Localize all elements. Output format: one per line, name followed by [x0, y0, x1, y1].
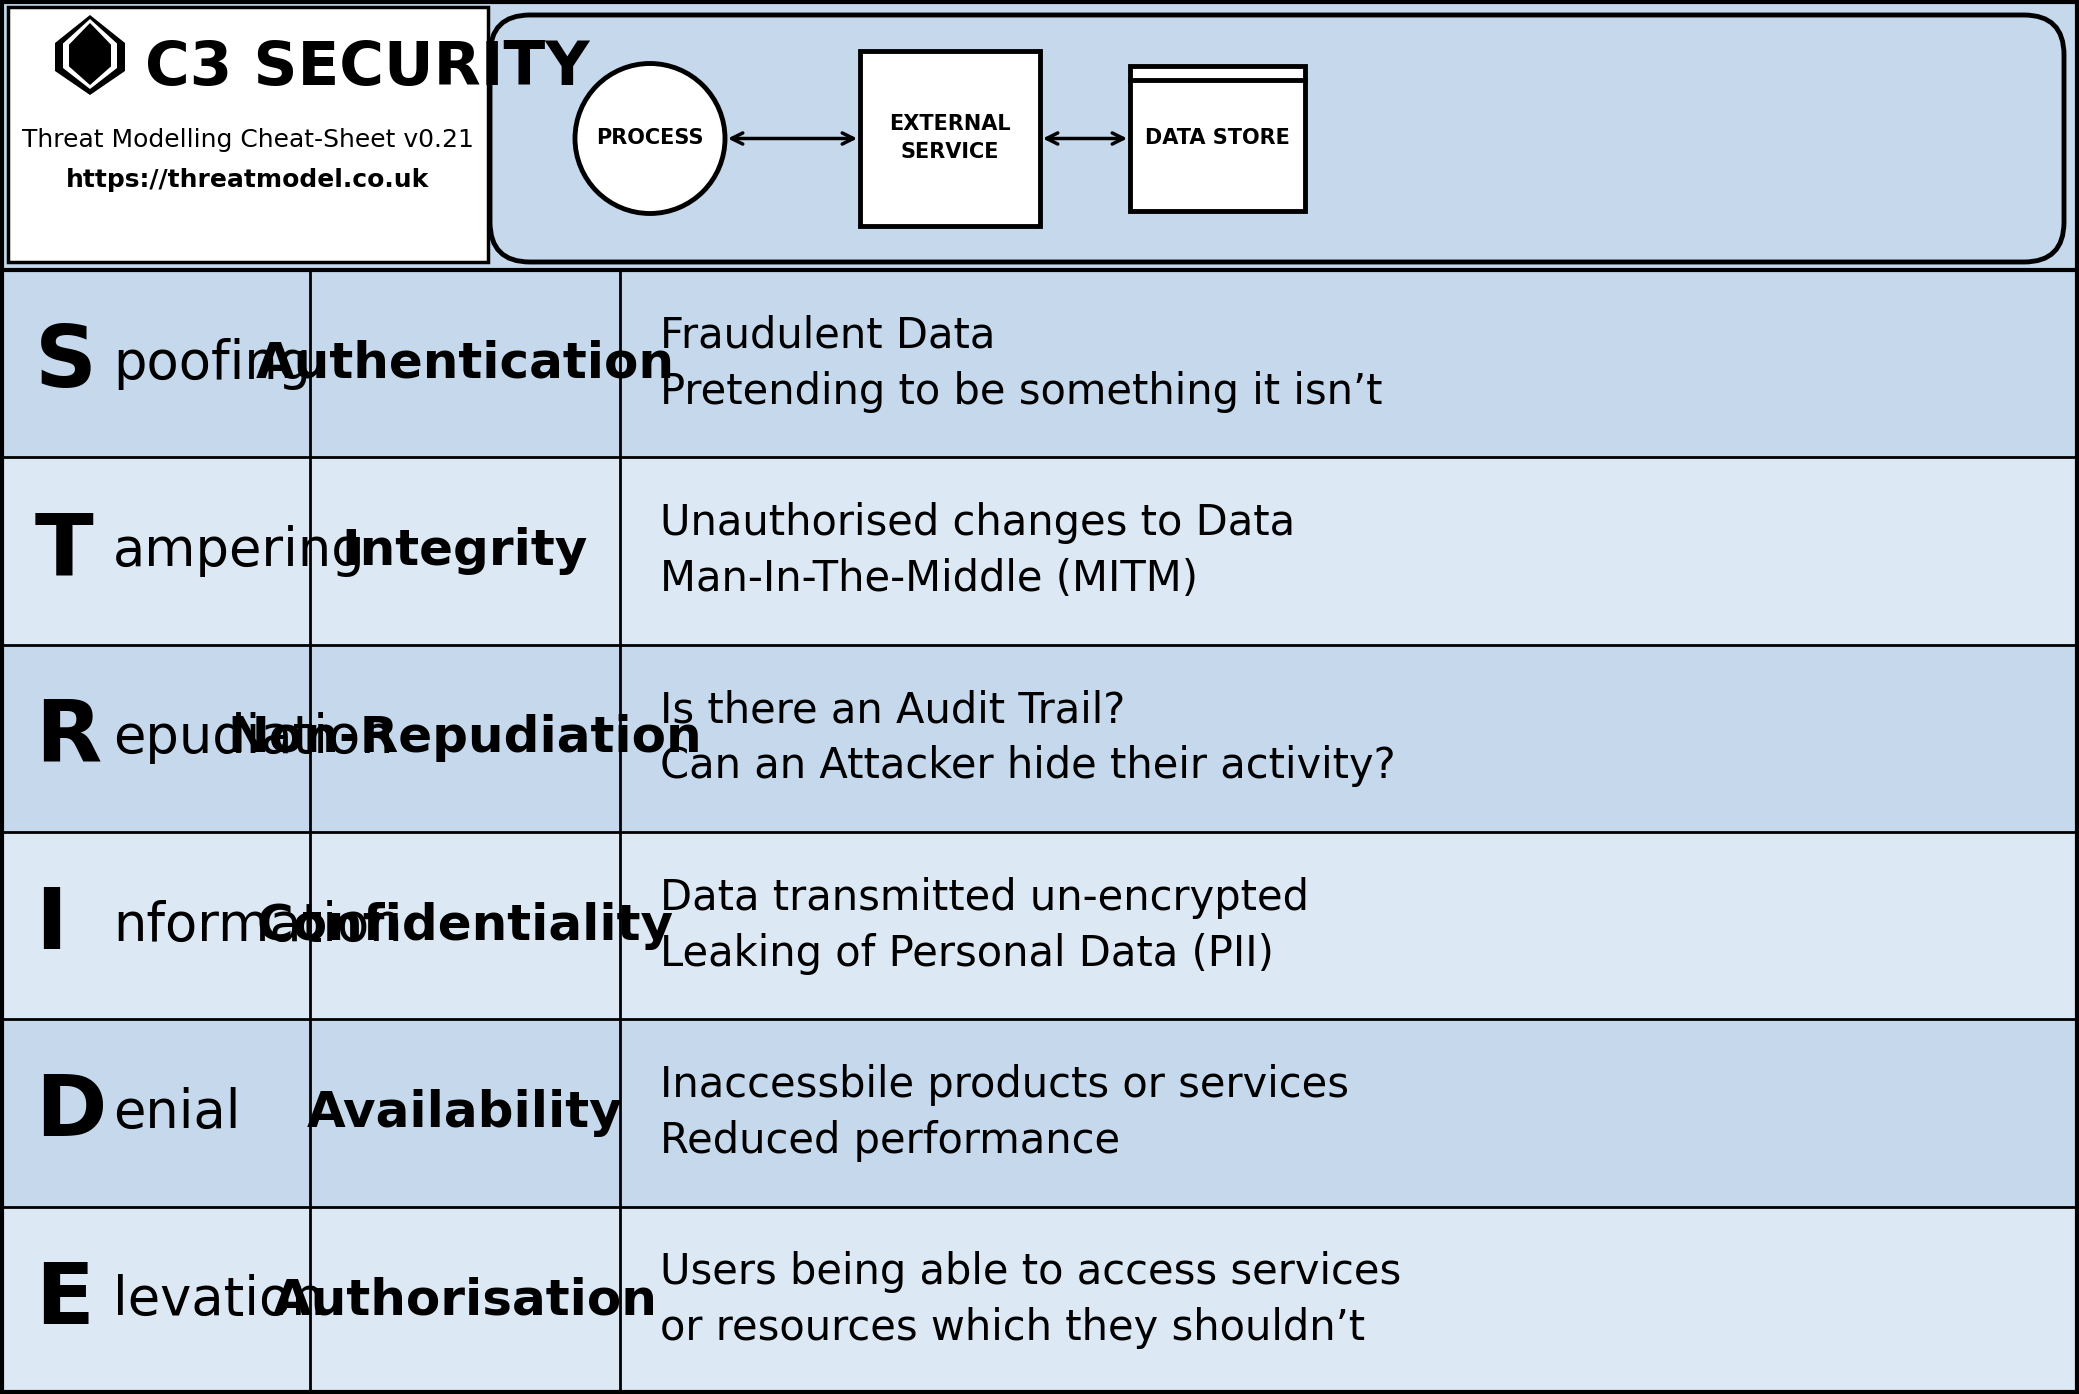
Text: nformation: nformation — [112, 899, 403, 952]
Text: Is there an Audit Trail?: Is there an Audit Trail? — [659, 690, 1125, 732]
Text: Confidentiality: Confidentiality — [256, 902, 674, 949]
FancyBboxPatch shape — [491, 15, 2064, 262]
FancyBboxPatch shape — [0, 832, 2079, 1019]
FancyBboxPatch shape — [0, 1019, 2079, 1207]
Text: Integrity: Integrity — [341, 527, 588, 574]
Text: Inaccessbile products or services: Inaccessbile products or services — [659, 1064, 1349, 1105]
FancyBboxPatch shape — [8, 7, 489, 262]
Text: T: T — [35, 509, 94, 592]
Text: Threat Modelling Cheat-Sheet v0.21: Threat Modelling Cheat-Sheet v0.21 — [23, 128, 474, 152]
Text: S: S — [35, 322, 98, 406]
Text: Pretending to be something it isn’t: Pretending to be something it isn’t — [659, 371, 1383, 413]
Text: Authentication: Authentication — [256, 340, 674, 388]
Text: poofing: poofing — [112, 337, 312, 390]
Text: R: R — [35, 697, 102, 779]
Circle shape — [576, 64, 726, 213]
Text: E: E — [35, 1259, 94, 1342]
Text: Leaking of Personal Data (PII): Leaking of Personal Data (PII) — [659, 933, 1274, 974]
Text: https://threatmodel.co.uk: https://threatmodel.co.uk — [67, 169, 430, 192]
Text: Unauthorised changes to Data: Unauthorised changes to Data — [659, 502, 1295, 544]
Text: Non-Repudiation: Non-Repudiation — [229, 714, 703, 763]
FancyBboxPatch shape — [0, 457, 2079, 644]
Text: I: I — [35, 884, 67, 967]
Text: Reduced performance: Reduced performance — [659, 1119, 1121, 1163]
Text: C3 SECURITY: C3 SECURITY — [146, 39, 590, 98]
Text: D: D — [35, 1072, 106, 1154]
Text: or resources which they shouldn’t: or resources which they shouldn’t — [659, 1308, 1366, 1349]
Text: ampering: ampering — [112, 526, 366, 577]
FancyBboxPatch shape — [1131, 66, 1306, 210]
Text: DATA STORE: DATA STORE — [1146, 128, 1289, 149]
Polygon shape — [69, 22, 110, 85]
Polygon shape — [62, 20, 116, 89]
Text: SERVICE: SERVICE — [900, 142, 1000, 163]
Text: Man-In-The-Middle (MITM): Man-In-The-Middle (MITM) — [659, 558, 1198, 599]
FancyBboxPatch shape — [861, 52, 1040, 226]
Text: Users being able to access services: Users being able to access services — [659, 1252, 1401, 1294]
FancyBboxPatch shape — [0, 1207, 2079, 1394]
FancyBboxPatch shape — [0, 644, 2079, 832]
Polygon shape — [54, 15, 125, 95]
Text: Authorisation: Authorisation — [272, 1277, 657, 1324]
Text: Can an Attacker hide their activity?: Can an Attacker hide their activity? — [659, 746, 1395, 788]
Text: Data transmitted un-encrypted: Data transmitted un-encrypted — [659, 877, 1310, 919]
Text: Availability: Availability — [308, 1089, 624, 1138]
Text: Fraudulent Data: Fraudulent Data — [659, 315, 996, 357]
Text: EXTERNAL: EXTERNAL — [890, 114, 1010, 134]
FancyBboxPatch shape — [0, 270, 2079, 457]
Text: PROCESS: PROCESS — [597, 128, 705, 149]
Text: enial: enial — [112, 1087, 241, 1139]
Text: levation: levation — [112, 1274, 324, 1326]
Text: epudiation: epudiation — [112, 712, 393, 764]
